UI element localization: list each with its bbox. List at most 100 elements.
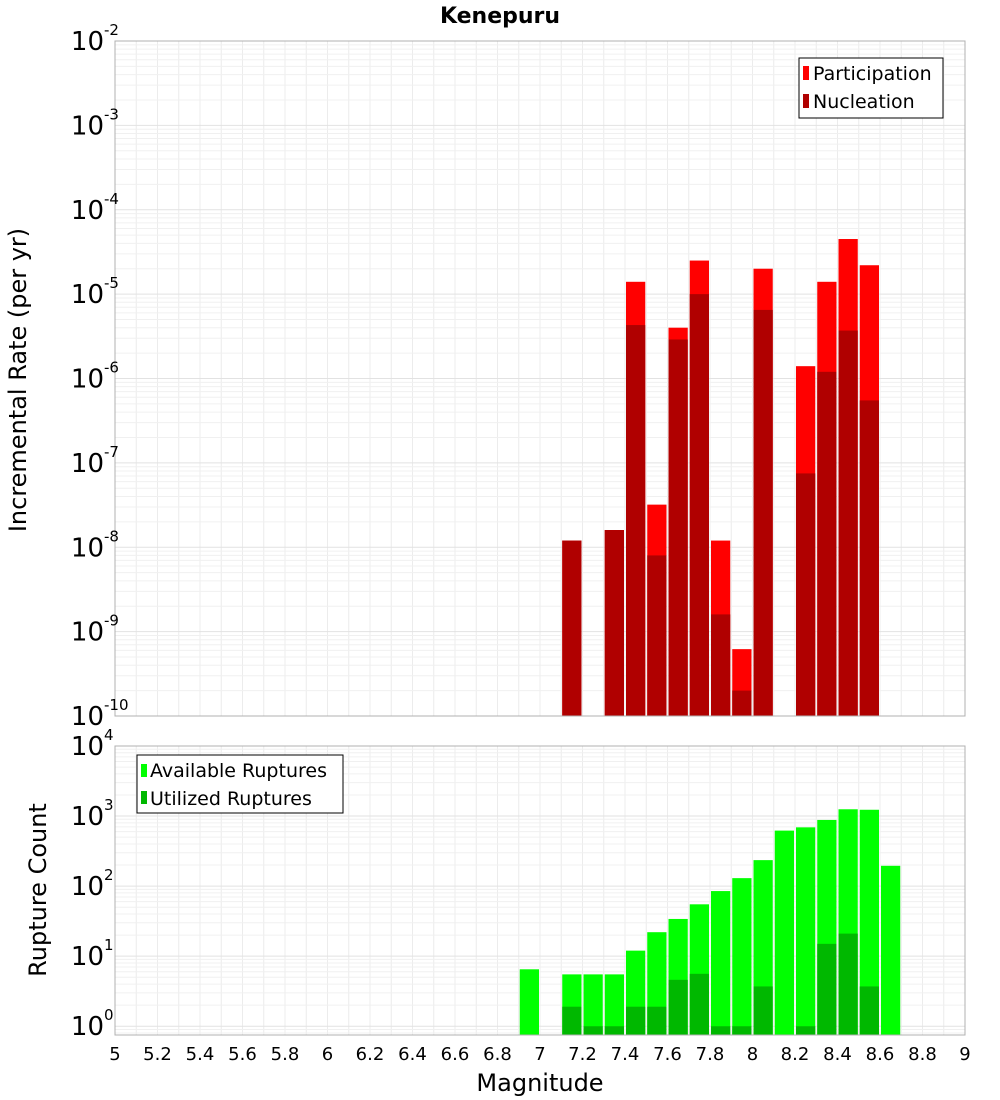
x-tick-label: 6.8 — [483, 1044, 512, 1065]
rate-bar-nucleation — [859, 400, 879, 716]
x-tick-label: 5.8 — [271, 1044, 300, 1065]
x-tick-label: 8.8 — [908, 1044, 937, 1065]
x-tick-label: 7.6 — [653, 1044, 682, 1065]
rate-bar-nucleation — [689, 294, 709, 716]
rate-y-tick-base: 10 — [71, 533, 104, 563]
count-bar-utilized-ruptures — [859, 986, 879, 1035]
rate-bar-nucleation — [604, 530, 624, 716]
count-bar-utilized-ruptures — [647, 1006, 667, 1035]
count-bar-utilized-ruptures — [668, 979, 688, 1035]
count-bar-utilized-ruptures — [626, 1006, 646, 1035]
rate-bar-nucleation — [817, 371, 837, 716]
rate-y-tick-label: 10 -3 — [71, 105, 119, 141]
rate-y-tick-exponent: -5 — [104, 274, 119, 292]
rate-bar-nucleation — [562, 540, 582, 716]
rate-bar-nucleation — [668, 339, 688, 716]
rate-bar-nucleation — [838, 330, 858, 716]
count-bar-utilized-ruptures — [689, 973, 709, 1035]
x-ticks: 5 5.2 5.4 5.6 5.8 6 6.2 6.4 6.6 6.8 7 7.2 7.4 7.6 7.8 8… — [109, 1044, 970, 1065]
x-tick-label: 8.6 — [866, 1044, 895, 1065]
x-tick-label: 5.2 — [143, 1044, 172, 1065]
count-bar-available-ruptures — [881, 865, 901, 1035]
participation-legend-swatch — [803, 66, 809, 80]
rate-y-tick-exponent: -7 — [104, 443, 119, 461]
rate-y-tick-label: 10 -2 — [71, 21, 119, 57]
count-y-tick-exponent: 3 — [104, 796, 114, 814]
count-bar-utilized-ruptures — [796, 1026, 816, 1035]
x-tick-label: 6 — [322, 1044, 333, 1065]
count-y-tick-exponent: 0 — [104, 1006, 114, 1024]
x-tick-label: 5 — [109, 1044, 120, 1065]
count-legend: Available Ruptures Utilized Ruptures — [136, 754, 344, 814]
rate-y-tick-exponent: -3 — [104, 105, 119, 123]
count-bar-available-ruptures — [583, 974, 603, 1035]
available-legend-swatch — [141, 764, 147, 777]
rate-plot-frame — [114, 40, 966, 717]
count-y-tick-label: 10 1 — [71, 936, 114, 972]
count-y-tick-label: 10 0 — [71, 1006, 114, 1042]
utilized-legend-label: Utilized Ruptures — [150, 788, 312, 810]
rate-y-tick-label: 10 -7 — [71, 443, 119, 479]
x-tick-label: 7.2 — [568, 1044, 597, 1065]
count-plot-frame — [114, 745, 966, 1036]
chart-title: Kenepuru — [440, 4, 560, 29]
count-y-tick-exponent: 2 — [104, 866, 114, 884]
count-bar-available-ruptures — [732, 878, 752, 1035]
rate-y-tick-base: 10 — [71, 111, 104, 141]
x-tick-label: 6.6 — [441, 1044, 470, 1065]
rate-panel: 10-210-310-410-510-610-710-810-910-10 In… — [4, 21, 966, 732]
x-tick-label: 8.2 — [781, 1044, 810, 1065]
count-legend-box — [136, 754, 344, 814]
rate-y-tick-base: 10 — [71, 365, 104, 395]
rate-y-axis-label: Incremental Rate (per yr) — [4, 228, 32, 532]
rate-y-tick-base: 10 — [71, 702, 104, 732]
count-bar-available-ruptures — [859, 809, 879, 1035]
count-bar-available-ruptures — [796, 827, 816, 1035]
count-y-tick-base: 10 — [71, 1012, 104, 1042]
x-tick-label: 9 — [959, 1044, 970, 1065]
rate-y-tick-label: 10 -6 — [71, 359, 119, 395]
count-bar-available-ruptures — [774, 830, 794, 1035]
count-y-tick-exponent: 4 — [104, 726, 114, 744]
rate-grid — [114, 41, 966, 717]
rate-y-tick-label: 10 -4 — [71, 190, 119, 226]
rate-y-tick-base: 10 — [71, 196, 104, 226]
rate-y-tick-base: 10 — [71, 449, 104, 479]
rate-bar-nucleation — [732, 690, 752, 716]
rate-y-tick-exponent: -8 — [104, 527, 119, 545]
rate-bars — [562, 239, 879, 716]
count-y-tick-base: 10 — [71, 802, 104, 832]
count-bar-utilized-ruptures — [732, 1026, 752, 1035]
x-tick-label: 6.4 — [398, 1044, 427, 1065]
rate-y-tick-exponent: -4 — [104, 190, 119, 208]
rate-y-tick-base: 10 — [71, 618, 104, 648]
x-axis-label: Magnitude — [476, 1069, 603, 1097]
count-y-tick-label: 10 2 — [71, 866, 114, 902]
rate-y-tick-base: 10 — [71, 280, 104, 310]
rate-y-tick-label: 10 -9 — [71, 612, 119, 648]
rate-bar-nucleation — [796, 473, 816, 716]
count-bar-available-ruptures — [604, 974, 624, 1035]
count-bar-utilized-ruptures — [753, 986, 773, 1035]
count-bar-utilized-ruptures — [817, 943, 837, 1035]
x-tick-label: 8.4 — [823, 1044, 852, 1065]
count-y-tick-label: 10 4 — [71, 726, 114, 762]
count-y-tick-base: 10 — [71, 732, 104, 762]
x-tick-label: 8 — [747, 1044, 758, 1065]
rate-bar-nucleation — [711, 614, 731, 716]
count-bar-available-ruptures — [711, 891, 731, 1035]
rate-bar-nucleation — [753, 309, 773, 716]
rate-y-tick-exponent: -9 — [104, 612, 119, 630]
rate-y-tick-exponent: -2 — [104, 21, 119, 39]
count-bar-utilized-ruptures — [604, 1026, 624, 1035]
count-bar-available-ruptures — [519, 969, 539, 1035]
participation-legend-label: Participation — [813, 63, 932, 85]
x-tick-label: 6.2 — [356, 1044, 385, 1065]
rate-y-tick-label: 10 -10 — [71, 696, 129, 732]
rate-y-tick-exponent: -10 — [104, 696, 129, 714]
count-bar-utilized-ruptures — [583, 1026, 603, 1035]
rate-y-tick-exponent: -6 — [104, 359, 119, 377]
x-tick-label: 7.4 — [611, 1044, 640, 1065]
